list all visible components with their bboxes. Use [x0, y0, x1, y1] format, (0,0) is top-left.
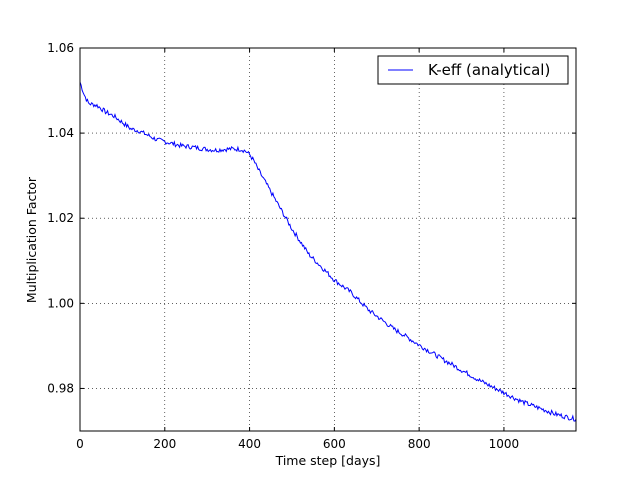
y-tick-label: 1.06 — [47, 41, 74, 55]
x-tick-label: 1000 — [489, 437, 520, 451]
x-tick-label: 400 — [238, 437, 261, 451]
y-tick-label: 1.00 — [47, 296, 74, 310]
legend: K-eff (analytical) — [377, 55, 569, 85]
grid-lines — [80, 48, 576, 431]
legend-label: K-eff (analytical) — [428, 61, 550, 79]
y-tick-label: 1.02 — [47, 211, 74, 225]
x-axis-label: Time step [days] — [275, 453, 381, 468]
x-tick-label: 800 — [408, 437, 431, 451]
y-tick-label: 0.98 — [47, 381, 74, 395]
axis-ticks — [79, 47, 576, 431]
series-line-k-eff — [80, 81, 576, 422]
x-tick-label: 0 — [76, 437, 84, 451]
y-tick-label: 1.04 — [47, 126, 74, 140]
tick-labels: 0 200 400 600 800 1000 0.98 1.00 1.02 1.04 1.06 — [47, 41, 519, 451]
plot-frame — [79, 47, 577, 432]
x-tick-label: 600 — [323, 437, 346, 451]
x-tick-label: 200 — [153, 437, 176, 451]
y-axis-label: Multiplication Factor — [24, 176, 39, 303]
